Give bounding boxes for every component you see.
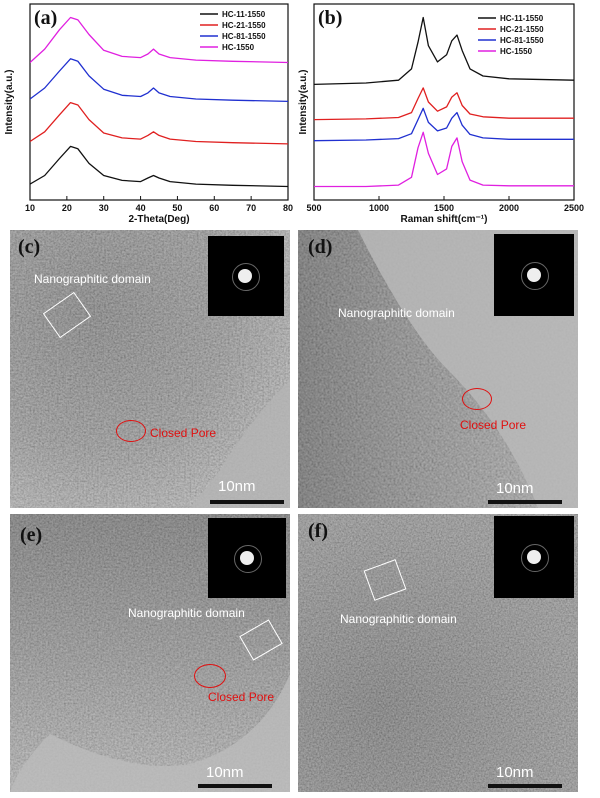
legend-label-1-1: HC-21-1550: [500, 25, 544, 34]
tem-image-c: (c) Nanographitic domain Closed Pore 10n…: [10, 230, 290, 508]
x-tick-label-0-5: 60: [209, 203, 219, 213]
series-line-0-0: [30, 145, 288, 188]
x-tick-label-0-2: 30: [99, 203, 109, 213]
pore-ring-c: [116, 420, 146, 442]
x-tick-label-1-2: 1500: [434, 203, 454, 213]
scale-label-d: 10nm: [496, 480, 534, 497]
legend-label-1-2: HC-81-1550: [500, 36, 544, 45]
legend-label-0-1: HC-21-1550: [222, 21, 266, 30]
xrd-y-axis-title: Intensity(a.u.): [4, 69, 15, 134]
panel-letter-a: (a): [34, 7, 57, 29]
tem-texture-e: [10, 514, 290, 792]
xrd-plot-frame: [29, 3, 289, 201]
domain-label-f: Nanographitic domain: [340, 612, 457, 626]
scale-label-e: 10nm: [206, 764, 244, 781]
xrd-x-axis-title: 2-Theta(Deg): [128, 214, 189, 225]
pore-ring-e: [194, 664, 226, 688]
x-tick-label-1-1: 1000: [369, 203, 389, 213]
scale-label-c: 10nm: [218, 478, 256, 495]
x-tick-label-1-4: 2500: [564, 203, 584, 213]
x-tick-label-1-3: 2000: [499, 203, 519, 213]
series-line-1-1: [314, 87, 574, 121]
scale-label-f: 10nm: [496, 764, 534, 781]
xrd-chart-panel: (a) 10 20 30 40 50 60 70 80 HC-11-1550 HC-21-155…: [0, 0, 300, 228]
legend-label-0-2: HC-81-1550: [222, 32, 266, 41]
raman-chart: (b) 500 1000 1500 2000 2500 HC-11-1550 HC-21-…: [298, 3, 584, 225]
domain-label-d: Nanographitic domain: [338, 306, 455, 320]
raman-x-axis-title: Raman shift(cm⁻¹): [401, 214, 488, 225]
x-tick-label-0-0: 10: [25, 203, 35, 213]
series-line-1-0: [314, 16, 574, 86]
series-line-1-2: [314, 107, 574, 142]
x-tick-label-0-1: 20: [62, 203, 72, 213]
series-line-1-3: [314, 131, 574, 188]
saed-inset-c: [208, 236, 284, 316]
saed-inset-d: [494, 234, 574, 316]
x-tick-label-1-0: 500: [306, 203, 321, 213]
xrd-chart: (a) 10 20 30 40 50 60 70 80 HC-11-1550 HC-21-155…: [4, 3, 293, 225]
scale-bar-e: [198, 784, 272, 788]
tem-image-f: (f) Nanographitic domain 10nm: [298, 514, 578, 792]
series-line-0-2: [30, 58, 288, 103]
series-line-0-1: [30, 101, 288, 145]
scale-bar-d: [488, 500, 562, 504]
x-tick-label-0-6: 70: [246, 203, 256, 213]
legend-label-1-0: HC-11-1550: [500, 14, 544, 23]
panel-letter-c: (c): [18, 236, 41, 258]
domain-label-e: Nanographitic domain: [128, 606, 245, 620]
x-tick-label-0-3: 40: [136, 203, 146, 213]
tem-image-e: (e) Nanographitic domain Closed Pore 10n…: [10, 514, 290, 792]
panel-letter-b: (b): [318, 7, 342, 29]
panel-letter-e: (e): [20, 524, 43, 546]
raman-y-axis-title: Intensity(a.u.): [298, 69, 309, 134]
pore-ring-d: [462, 388, 492, 410]
legend-label-0-0: HC-11-1550: [222, 10, 266, 19]
scale-bar-c: [210, 500, 284, 504]
x-tick-label-0-7: 80: [283, 203, 293, 213]
raman-chart-panel: (b) 500 1000 1500 2000 2500 HC-11-1550 HC-21-…: [298, 0, 600, 228]
pore-label-c: Closed Pore: [150, 426, 217, 440]
panel-letter-d: (d): [308, 236, 333, 258]
domain-label-c: Nanographitic domain: [34, 272, 151, 286]
panel-letter-f: (f): [308, 520, 328, 542]
legend-label-0-3: HC-1550: [222, 43, 255, 52]
scale-bar-f: [488, 784, 562, 788]
pore-label-e: Closed Pore: [208, 690, 275, 704]
x-tick-label-0-4: 50: [172, 203, 182, 213]
saed-inset-e: [208, 518, 286, 598]
tem-image-d: (d) Nanographitic domain Closed Pore 10n…: [298, 230, 578, 508]
saed-inset-f: [494, 516, 574, 598]
legend-label-1-3: HC-1550: [500, 47, 533, 56]
pore-label-d: Closed Pore: [460, 418, 527, 432]
series-line-0-3: [30, 16, 288, 64]
